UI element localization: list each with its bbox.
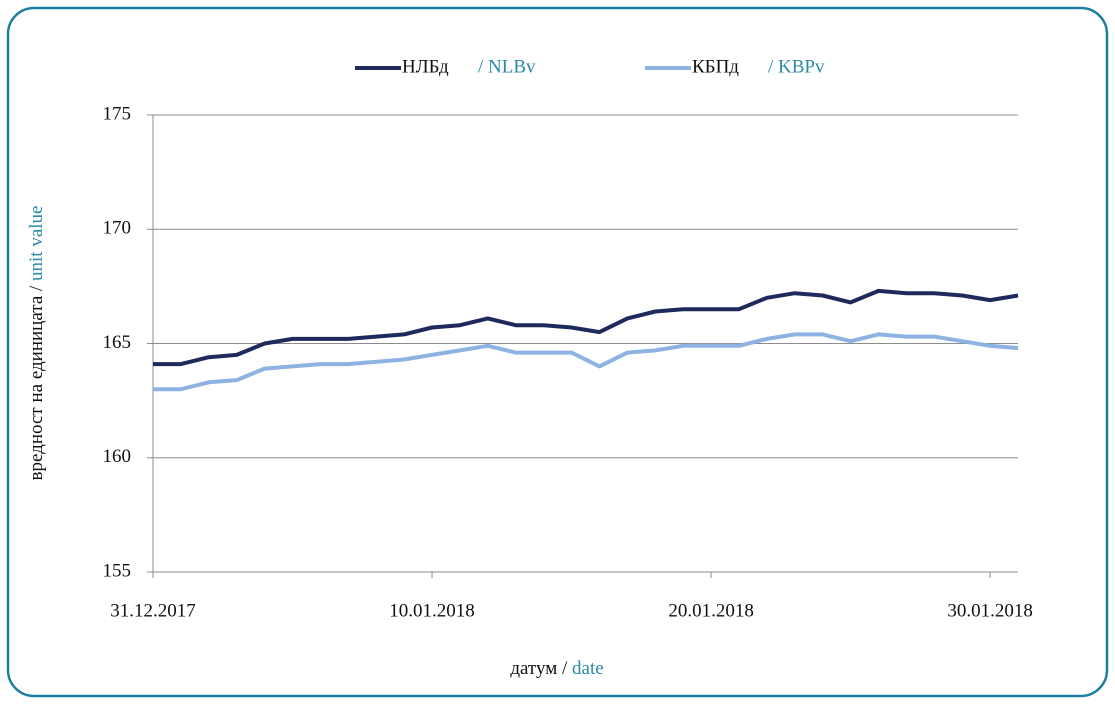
y-label-translation: unit value — [26, 206, 47, 281]
x-tick-label: 31.12.2017 — [110, 600, 196, 621]
x-tick-label: 10.01.2018 — [389, 600, 475, 621]
y-tick-label: 170 — [103, 218, 132, 239]
y-tick-label: 155 — [103, 560, 132, 581]
series-line — [153, 332, 1019, 392]
legend-translation: / KBPv — [768, 56, 825, 77]
x-label-translation: date — [572, 658, 604, 679]
x-label-text: датум / — [510, 658, 568, 679]
y-tick-label: 165 — [103, 332, 132, 353]
series-line — [153, 288, 1019, 367]
legend-label: КБПд — [692, 56, 739, 77]
legend-translation: / NLBv — [478, 56, 536, 77]
x-tick-label: 20.01.2018 — [668, 600, 754, 621]
y-tick-label: 160 — [103, 446, 132, 467]
legend-label: НЛБд — [402, 56, 449, 77]
x-axis-label: датум / date — [510, 658, 603, 679]
y-axis-label: вредност на единицата / unit value — [26, 206, 47, 481]
x-tick-label: 30.01.2018 — [947, 600, 1033, 621]
y-label-text: вредност на единицата / — [26, 285, 47, 480]
y-tick-label: 175 — [103, 103, 132, 124]
